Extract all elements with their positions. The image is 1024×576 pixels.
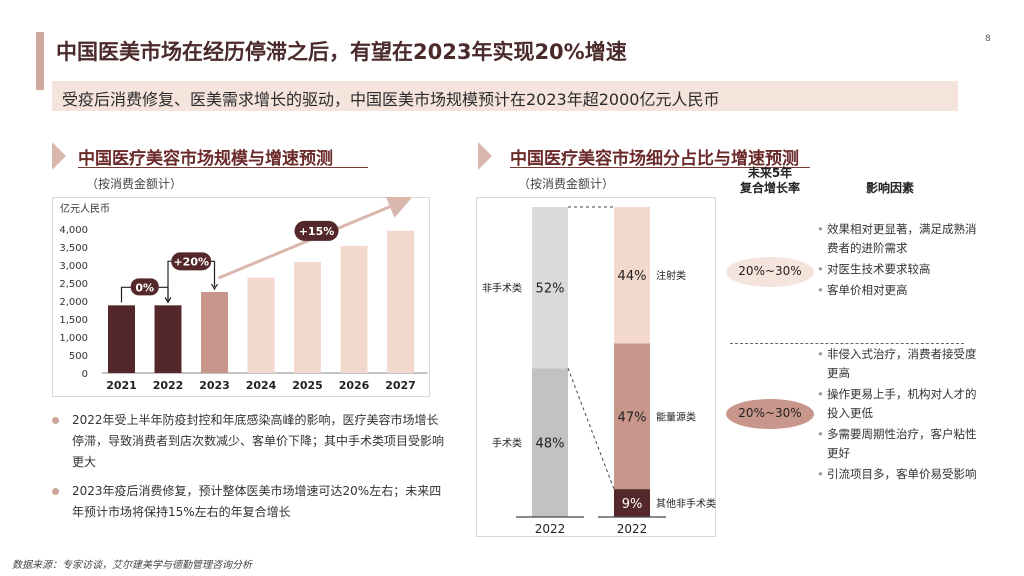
x-tick-label: 2022 <box>617 522 648 536</box>
y-tick-label: 500 <box>69 351 88 362</box>
factor-item: 客单价相对更高 <box>817 281 977 300</box>
segment-name-label: 注射类 <box>656 269 686 282</box>
y-tick-label: 4,000 <box>59 225 88 236</box>
x-tick-label: 2025 <box>292 379 323 392</box>
market-size-chart: 亿元人民币 0 500 1,000 1,500 2,000 2,500 3,000 3,500 4… <box>59 197 428 392</box>
y-axis-label: 亿元人民币 <box>60 202 110 215</box>
cagr-column-header: 未来5年 复合增长率 <box>739 166 800 195</box>
segment-value-label: 44% <box>618 269 647 284</box>
cagr-pill-noninvasive: 20%~30% <box>726 257 814 287</box>
y-tick-label: 3,000 <box>59 261 88 272</box>
x-tick-label: 2022 <box>153 379 184 392</box>
y-tick-label: 0 <box>82 369 88 380</box>
bullet-item: 2023年疫后消费修复，预计整体医美市场增速可达20%左右；未来四年预计市场将保… <box>52 481 447 523</box>
segment-name-label: 其他非手术类 <box>656 497 716 510</box>
y-tick-label: 1,500 <box>59 315 88 326</box>
segment-name-label: 手术类 <box>492 437 522 450</box>
growth-badge-0 <box>130 278 159 296</box>
factor-item: 对医生技术要求较高 <box>817 260 977 279</box>
x-tick-label: 2023 <box>199 379 230 392</box>
y-tick-label: 2,000 <box>59 297 88 308</box>
bar-2025 <box>294 262 321 373</box>
growth-label-0: 0% <box>135 281 154 294</box>
bullet-item: 2022年受上半年防疫封控和年底感染高峰的影响，医疗美容市场增长停滞，导致消费者… <box>52 410 447 473</box>
title-accent-bar <box>36 32 44 90</box>
bar-2027 <box>387 230 414 373</box>
segment-name-label: 能量源类 <box>656 410 696 423</box>
factor-item: 多需要周期性治疗，客户粘性更好 <box>817 425 977 463</box>
arrowhead-icon <box>210 283 219 291</box>
segment-value-label: 47% <box>618 410 647 425</box>
segment-name-label: 非手术类 <box>482 282 522 295</box>
right-section-note: （按消费金额计） <box>518 177 615 191</box>
segment-share-chart: 48% 手术类 52% 非手术类 2022 9% 其他非手术类 47% 能量源类 44% 注射类 20… <box>482 206 716 536</box>
x-tick-label: 2027 <box>385 379 416 392</box>
bar-2021 <box>108 305 135 373</box>
segment-value-label: 48% <box>536 437 565 452</box>
x-tick-label: 2022 <box>535 522 566 536</box>
factors-column-header: 影响因素 <box>865 181 914 195</box>
subtitle-banner <box>52 81 958 111</box>
segment-能量源类 <box>614 343 650 490</box>
y-tick-label: 1,000 <box>59 333 88 344</box>
bar-2022 <box>154 305 182 373</box>
factor-item: 操作更易上手，机构对人才的投入更低 <box>817 385 977 423</box>
right-section-title: 中国医疗美容市场细分占比与增速预测 <box>510 149 799 169</box>
row-divider <box>730 343 964 344</box>
page-title: 中国医美市场在经历停滞之后，有望在2023年实现20%增速 <box>56 40 627 64</box>
data-source: 数据来源：专家访谈，艾尔建美学与德勤管理咨询分析 <box>12 560 252 571</box>
left-section-note: （按消费金额计） <box>86 177 183 191</box>
arrowhead-icon <box>164 297 172 304</box>
x-tick-label: 2026 <box>339 379 370 392</box>
page-number: 8 <box>985 34 991 44</box>
segment-注射类 <box>614 207 650 344</box>
y-tick-label: 2,500 <box>59 279 88 290</box>
page-subtitle: 受疫后消费修复、医美需求增长的驱动，中国医美市场规模预计在2023年超2000亿… <box>62 90 720 109</box>
growth-label-20: +20% <box>173 255 209 268</box>
left-bullet-list: 2022年受上半年防疫封控和年底感染高峰的影响，医疗美容市场增长停滞，导致消费者… <box>52 410 447 531</box>
x-tick-label: 2024 <box>246 379 277 392</box>
bar-2024 <box>247 277 275 373</box>
segment-手术类 <box>532 368 568 517</box>
section-chevron-icon <box>52 142 66 170</box>
x-tick-label: 2021 <box>106 379 137 392</box>
segment-value-label: 52% <box>536 282 565 297</box>
factor-list-noninvasive: 效果相对更显著，满足成熟消费者的进阶需求 对医生技术要求较高 客单价相对更高 <box>817 220 977 302</box>
left-chart-frame <box>52 197 430 397</box>
cagr-pill-energy: 20%~30% <box>726 399 814 429</box>
segment-value-label: 9% <box>622 497 643 512</box>
section-chevron-icon <box>478 142 492 170</box>
bar-2023 <box>201 292 228 373</box>
factor-list-energy: 非侵入式治疗，消费者接受度更高 操作更易上手，机构对人才的投入更低 多需要周期性… <box>817 345 977 486</box>
factor-item: 引流项目多，客单价易受影响 <box>817 465 977 484</box>
bar-2026 <box>340 245 368 373</box>
y-tick-label: 3,500 <box>59 243 88 254</box>
growth-label-15: +15% <box>299 225 335 238</box>
factor-item: 效果相对更显著，满足成熟消费者的进阶需求 <box>817 220 977 258</box>
right-chart-frame <box>476 197 716 537</box>
factor-item: 非侵入式治疗，消费者接受度更高 <box>817 345 977 383</box>
right-section-underline <box>510 167 810 168</box>
growth-badge-15 <box>294 220 339 241</box>
left-section-title: 中国医疗美容市场规模与增速预测 <box>78 149 333 169</box>
growth-badge-20 <box>171 252 212 271</box>
segment-非手术类 <box>532 207 568 369</box>
connector-line <box>567 368 615 490</box>
left-section-underline <box>78 167 368 168</box>
segment-其他非手术类 <box>614 489 650 517</box>
